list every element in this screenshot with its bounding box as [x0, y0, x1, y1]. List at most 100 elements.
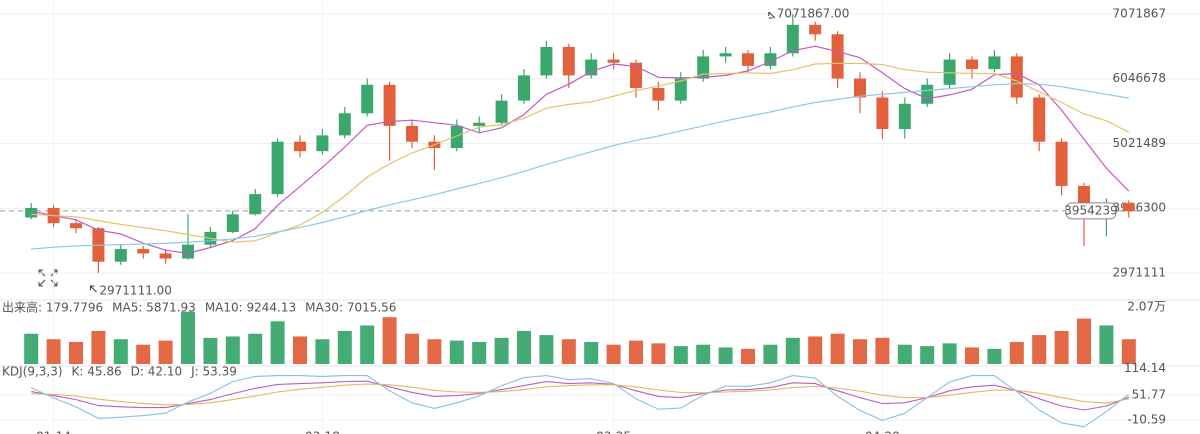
kdj-line: [31, 383, 1129, 406]
volume-bar: [382, 317, 397, 364]
y-tick-label: 5021489: [1113, 136, 1166, 150]
volume-bar: [606, 344, 621, 364]
candle-body: [182, 244, 194, 259]
candle-body: [674, 78, 687, 101]
volume-bar: [158, 340, 173, 364]
volume-bar: [920, 346, 935, 364]
volume-bar: [539, 335, 554, 364]
high-arrow: [768, 11, 776, 19]
volume-bar: [427, 339, 442, 364]
candle-body: [966, 59, 978, 70]
ma-line: [31, 45, 1130, 255]
volume-bar: [853, 339, 867, 364]
legend-entry: KDJ(9,3,3): [2, 365, 63, 379]
volume-bar: [315, 339, 330, 364]
legend-entry: 出来高: 179.7796: [2, 300, 103, 315]
volume-bar: [875, 337, 890, 364]
candle-body: [361, 84, 374, 114]
x-tick-label: 01-14: [36, 430, 71, 434]
candle-body: [518, 75, 530, 101]
y-tick-label: 3996300: [1113, 201, 1166, 215]
volume-bar: [1032, 335, 1047, 364]
candle-body: [226, 214, 239, 232]
candle-body: [921, 84, 934, 104]
volume-bar: [360, 325, 375, 364]
volume-bar: [46, 339, 61, 364]
volume-bar: [225, 336, 240, 364]
candle-body: [854, 78, 866, 98]
kdj-line: [30, 375, 1130, 428]
volume-bar: [741, 348, 755, 364]
volume-bar: [785, 337, 800, 364]
legend-entry: MA30: 7015.56: [305, 301, 396, 315]
volume-bar: [629, 340, 643, 364]
volume-bar: [270, 321, 285, 364]
last-price-label: 3954239: [1064, 203, 1117, 217]
volume-bar: [248, 333, 263, 364]
candle-body: [137, 249, 150, 254]
volume-bar: [69, 341, 83, 364]
y-tick-label: 7071867: [1113, 6, 1166, 20]
candle-body: [540, 46, 553, 76]
volume-bar: [181, 311, 195, 364]
volume-bar: [1054, 330, 1069, 364]
volume-bar: [449, 340, 464, 364]
volume-bar: [91, 330, 106, 364]
candle-body: [25, 207, 38, 218]
volume-bar: [651, 343, 666, 364]
candle-body: [607, 59, 620, 63]
volume-bar: [965, 347, 979, 364]
volume-bar: [494, 337, 509, 364]
volume-bar: [673, 346, 688, 364]
volume-bar: [718, 347, 733, 364]
candle-body: [719, 53, 732, 57]
y-tick-label: -10.59: [1127, 412, 1166, 426]
volume-bar: [763, 344, 778, 364]
candle-body: [630, 62, 642, 88]
candle-body: [159, 253, 172, 259]
candle-body: [831, 34, 844, 79]
volume-bar: [987, 348, 1002, 364]
candle-body: [652, 87, 665, 101]
volume-bar: [808, 336, 823, 364]
candle-body: [1010, 56, 1023, 98]
candle-body: [1055, 141, 1068, 186]
y-tick-label: 51.77: [1132, 387, 1166, 401]
x-tick-label: 03-25: [596, 430, 631, 434]
candle-body: [988, 56, 1001, 70]
volume-bar: [405, 333, 419, 364]
legend-entry: D: 42.10: [131, 365, 182, 379]
high-label: 7071867.00: [777, 6, 850, 20]
y-tick-label: 2971111: [1113, 265, 1166, 279]
y-tick-label: 114.14: [1124, 361, 1166, 375]
volume-bar: [337, 330, 352, 364]
candle-body: [473, 122, 486, 126]
legend-entry: MA5: 5871.93: [112, 301, 196, 315]
last-price-tag: [1065, 202, 1117, 220]
candle-body: [809, 24, 822, 35]
legend-entry: J: 53.39: [190, 365, 237, 379]
candle-body: [383, 84, 396, 126]
volume-bar: [136, 344, 151, 364]
candle-body: [114, 249, 127, 262]
ma-line: [31, 82, 1129, 250]
kdj-line: [31, 380, 1129, 411]
volume-bar: [1009, 341, 1024, 364]
candle-body: [450, 125, 463, 148]
volume-bar: [472, 341, 487, 364]
legend-entry: K: 45.86: [72, 365, 122, 379]
volume-bar: [584, 341, 599, 364]
candle-body: [585, 59, 598, 76]
candle-body: [70, 223, 82, 229]
candle-body: [898, 103, 911, 130]
volume-bar: [203, 337, 218, 364]
volume-bar: [561, 339, 576, 364]
candle-body: [271, 141, 284, 195]
candle-body: [742, 53, 754, 66]
candle-body: [316, 135, 329, 152]
candle-body: [249, 194, 262, 215]
candle-body: [876, 97, 889, 130]
x-tick-label: 04-29: [865, 430, 900, 434]
volume-bar: [1077, 318, 1091, 364]
